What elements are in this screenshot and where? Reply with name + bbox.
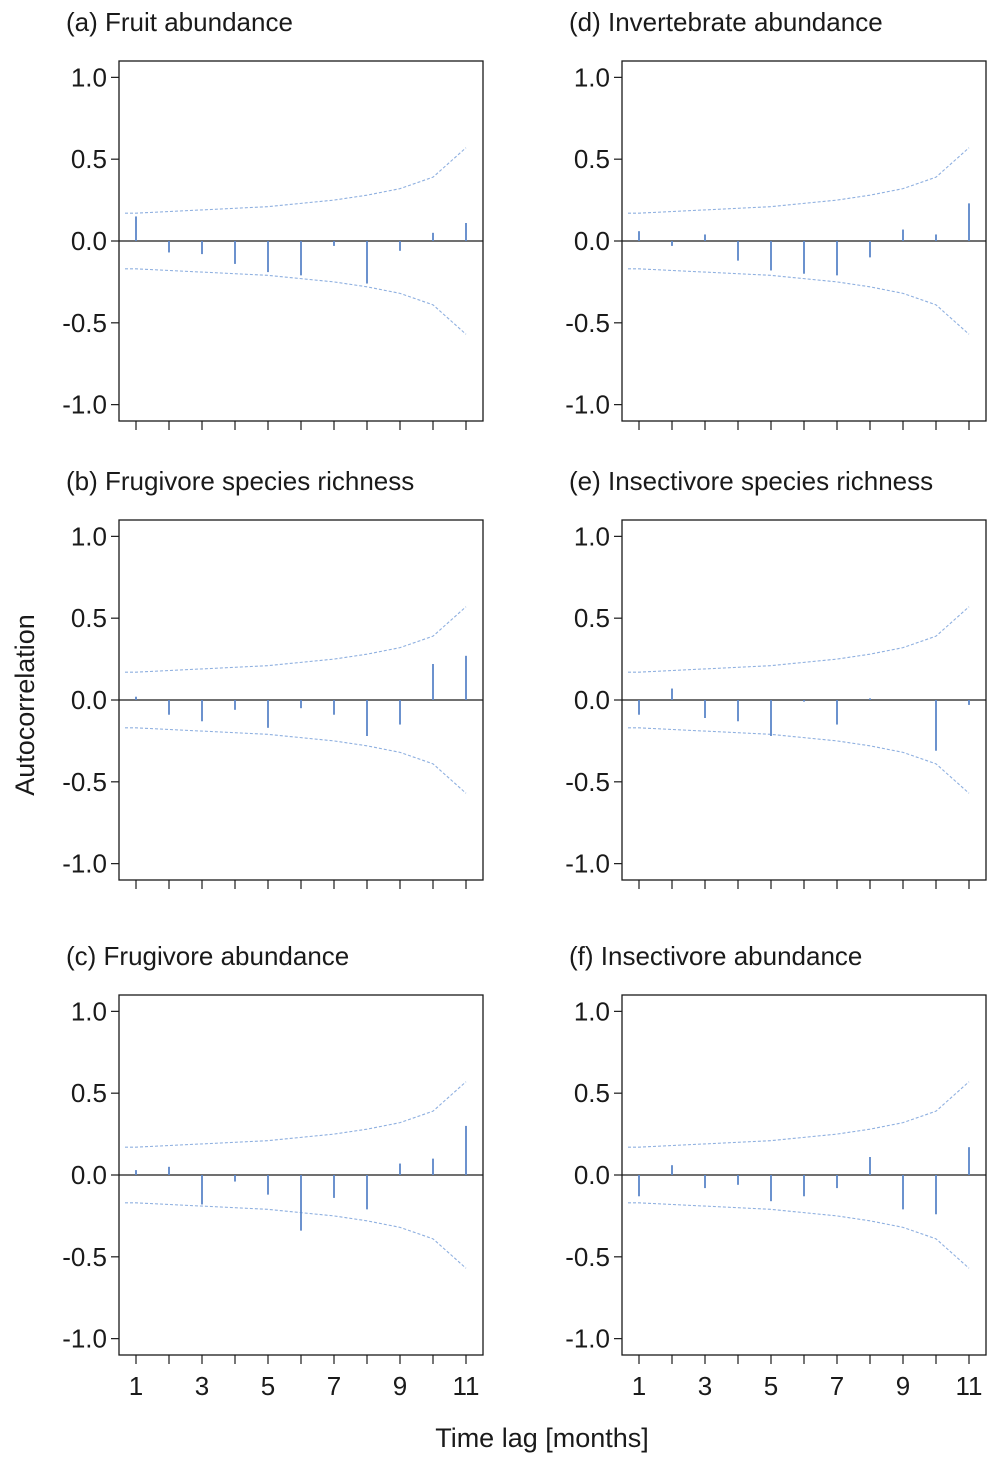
upper-confidence-line (125, 606, 467, 673)
x-axis-label: Time lag [months] (435, 1423, 649, 1453)
panel-title: (b) Frugivore species richness (66, 466, 414, 496)
lower-confidence-line (125, 1202, 467, 1269)
upper-confidence-line (125, 1081, 467, 1148)
x-tick-label: 11 (956, 1371, 983, 1401)
y-tick-label: -0.5 (565, 308, 610, 338)
panel-d: (d) Invertebrate abundance 1.0 0.5 0.0 -0.5 -… (565, 7, 987, 430)
panel-title: (a) Fruit abundance (66, 7, 293, 37)
y-tick-label: -1.0 (62, 849, 107, 879)
y-tick-label: 0.5 (71, 1078, 107, 1108)
y-tick-label: -0.5 (62, 308, 107, 338)
y-tick-label: 0.0 (71, 226, 107, 256)
y-tick-label: 1.0 (71, 521, 107, 551)
y-tick-label: 0.0 (71, 685, 107, 715)
panel-a: (a) Fruit abundance 1.0 0.5 0.0 -0.5 -1.0 (62, 7, 484, 430)
y-axis-label: Autocorrelation (10, 614, 40, 796)
x-tick-label: 3 (698, 1371, 712, 1401)
y-tick-label: -0.5 (565, 1242, 610, 1272)
x-tick-label: 9 (896, 1371, 910, 1401)
y-tick-label: -0.5 (565, 767, 610, 797)
lower-confidence-line (628, 268, 970, 335)
y-tick-label: -0.5 (62, 1242, 107, 1272)
x-tick-label: 9 (393, 1371, 407, 1401)
y-tick-label: 0.0 (574, 685, 610, 715)
lower-confidence-line (125, 268, 467, 335)
lower-confidence-line (125, 727, 467, 794)
y-tick-label: -1.0 (62, 390, 107, 420)
y-tick-label: 0.5 (71, 144, 107, 174)
y-tick-label: 0.0 (71, 1160, 107, 1190)
x-tick-label: 1 (632, 1371, 646, 1401)
chart-panels: (a) Fruit abundance1.00.50.0-0.5-1.0(b) … (62, 7, 987, 1401)
upper-confidence-line (628, 147, 970, 214)
y-tick-label: 0.5 (574, 144, 610, 174)
y-tick-label: -0.5 (62, 767, 107, 797)
x-tick-label: 3 (195, 1371, 209, 1401)
upper-confidence-line (628, 1081, 970, 1148)
x-tick-label: 5 (764, 1371, 778, 1401)
panel-title: (c) Frugivore abundance (66, 941, 349, 971)
upper-confidence-line (628, 606, 970, 673)
panel-title: (f) Insectivore abundance (569, 941, 862, 971)
y-tick-label: -1.0 (62, 1324, 107, 1354)
y-tick-label: 0.0 (574, 1160, 610, 1190)
panel-title: (d) Invertebrate abundance (569, 7, 883, 37)
lower-confidence-line (628, 1202, 970, 1269)
y-tick-label: 1.0 (574, 521, 610, 551)
panel-b: (b) Frugivore species richness 1.0 0.5 0.0 -… (62, 466, 484, 889)
y-tick-label: 1.0 (574, 62, 610, 92)
x-tick-label: 7 (327, 1371, 341, 1401)
y-tick-label: 1.0 (71, 62, 107, 92)
panel-c: (c) Frugivore abundance 1.0 0.5 0.0 -0.5 -1.0… (62, 941, 484, 1401)
y-tick-label: -1.0 (565, 390, 610, 420)
y-tick-label: -1.0 (565, 849, 610, 879)
y-tick-label: 0.5 (574, 603, 610, 633)
y-tick-label: 1.0 (71, 996, 107, 1026)
panel-e: (e) Insectivore species richness 1.0 0.5 0.… (565, 466, 987, 889)
lower-confidence-line (628, 727, 970, 794)
y-tick-label: 0.5 (71, 603, 107, 633)
x-tick-label: 1 (129, 1371, 143, 1401)
panel-title: (e) Insectivore species richness (569, 466, 933, 496)
y-tick-label: 0.5 (574, 1078, 610, 1108)
y-tick-label: -1.0 (565, 1324, 610, 1354)
panel-f: (f) Insectivore abundance 1.0 0.5 0.0 -0.5 -1… (565, 941, 987, 1401)
y-tick-label: 1.0 (574, 996, 610, 1026)
x-tick-label: 5 (261, 1371, 275, 1401)
y-tick-label: 0.0 (574, 226, 610, 256)
x-tick-label: 7 (830, 1371, 844, 1401)
upper-confidence-line (125, 147, 467, 214)
x-tick-label: 11 (453, 1371, 480, 1401)
